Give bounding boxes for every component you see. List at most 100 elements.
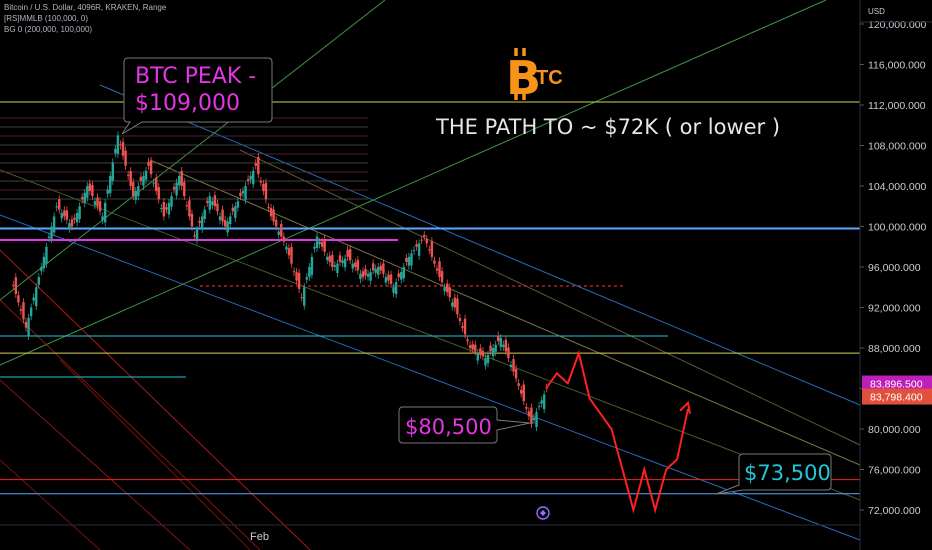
candle-body — [310, 256, 314, 275]
candle-body — [254, 163, 257, 166]
candle-body — [101, 216, 104, 221]
candle-body — [137, 186, 140, 197]
candle-body — [147, 161, 150, 166]
candle-body — [264, 182, 268, 200]
candle-body — [267, 207, 270, 209]
indicator-bg: BG 0 (200,000, 100,000) — [4, 25, 93, 34]
candle-body — [387, 274, 390, 281]
candle-body — [420, 239, 423, 241]
candle-body — [280, 223, 283, 237]
candle-body — [451, 302, 454, 307]
candle-body — [474, 344, 477, 352]
annotation-73500[interactable]: $73,500 — [715, 453, 832, 495]
candle-body — [407, 256, 411, 266]
bitcoin-logo-letters: TC — [536, 67, 563, 89]
candle-body — [445, 283, 449, 293]
channel-line — [0, 169, 861, 501]
candle-body — [65, 210, 69, 220]
candle-body — [24, 321, 28, 328]
candle-body — [249, 175, 252, 180]
candle-body — [165, 207, 168, 210]
candle-body — [364, 268, 367, 276]
candle-body — [185, 205, 189, 207]
candle-body — [149, 160, 153, 175]
candle-body — [239, 192, 242, 197]
candle-body — [300, 297, 303, 299]
candle-body — [489, 345, 492, 352]
replay-icon[interactable] — [536, 506, 550, 520]
projected-path-group — [545, 349, 691, 514]
replay-icon-ring — [536, 506, 550, 520]
candle-body — [458, 317, 462, 321]
candle-body — [453, 297, 457, 308]
candle-body — [262, 183, 265, 192]
price-badge-bg — [862, 375, 932, 392]
candle-body — [42, 256, 46, 269]
candle-body — [22, 302, 25, 320]
candle-body — [410, 253, 413, 266]
y-tick-label: 100,000.000 — [868, 222, 927, 234]
candle-body — [246, 179, 250, 181]
channel-line — [0, 379, 191, 550]
symbol-title: Bitcoin / U.S. Dollar, 4096R, KRAKEN, Ra… — [4, 3, 167, 12]
candle-body — [234, 206, 237, 219]
candle-body — [287, 248, 291, 256]
candle-body — [116, 135, 120, 154]
candle-body — [134, 191, 137, 200]
candle-body — [70, 219, 74, 227]
y-tick-label: 76,000.000 — [868, 465, 921, 477]
candle-body — [98, 201, 102, 212]
replay-icon-mark — [540, 510, 546, 516]
candle-body — [78, 206, 81, 219]
candle-body — [512, 359, 515, 372]
price-candles — [12, 131, 548, 432]
candle-body — [244, 186, 247, 200]
candle-body — [486, 354, 490, 364]
candle-body — [320, 241, 324, 247]
candle-body — [461, 326, 464, 328]
candle-body — [305, 277, 308, 280]
low-label: $80,500 — [405, 415, 492, 439]
candle-body — [103, 202, 107, 223]
candle-body — [535, 412, 538, 428]
candle-body — [425, 239, 428, 244]
peak-callout-box — [121, 57, 273, 135]
annotation-80500[interactable]: $80,500 — [398, 406, 531, 444]
candle-body — [241, 191, 245, 194]
candle-body — [440, 271, 444, 283]
candle-body — [40, 267, 43, 272]
candle-body — [509, 364, 513, 368]
candle-body — [517, 383, 520, 386]
y-tick-label: 88,000.000 — [868, 343, 921, 355]
candle-body — [193, 235, 196, 237]
candle-body — [359, 273, 362, 280]
y-tick-label: 108,000.000 — [868, 141, 927, 153]
candle-body — [428, 249, 431, 251]
candle-body — [290, 246, 293, 264]
candle-body — [160, 207, 163, 209]
candle-body — [530, 407, 533, 424]
candle-body — [313, 246, 316, 249]
candle-body — [491, 348, 495, 357]
annotation-btc-peak[interactable]: BTC PEAK - $109,000 — [121, 57, 273, 135]
candle-body — [448, 287, 451, 298]
candle-body — [282, 236, 286, 242]
candle-body — [111, 162, 115, 181]
candle-body — [35, 287, 38, 307]
candle-body — [520, 389, 523, 394]
candle-body — [157, 187, 160, 200]
candle-body — [397, 273, 400, 278]
candle-body — [114, 148, 117, 154]
candle-body — [532, 418, 536, 421]
candle-body — [504, 339, 508, 352]
candle-body — [308, 267, 311, 278]
candle-body — [369, 272, 372, 281]
price-axis-panel[interactable] — [860, 0, 932, 550]
channel-line — [0, 249, 311, 550]
indicator-rsmmlb: [RS]MMLB (100,000, 0) — [4, 14, 89, 23]
candle-body — [139, 176, 143, 181]
y-tick-label: 120,000.000 — [868, 19, 927, 31]
candle-body — [55, 206, 58, 208]
candle-body — [384, 277, 388, 283]
